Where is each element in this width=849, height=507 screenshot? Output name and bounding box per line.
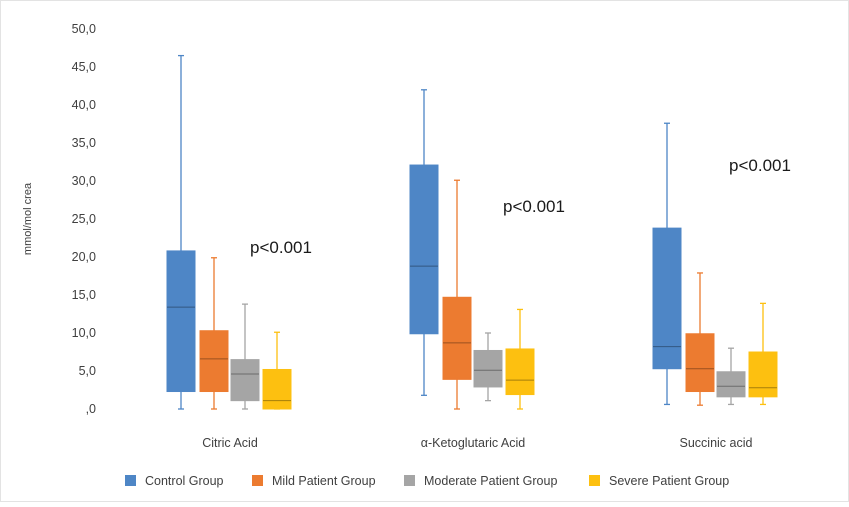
legend-swatch — [125, 475, 136, 486]
box-iqr — [166, 250, 196, 393]
box-iqr — [442, 296, 472, 380]
y-tick-label: ,0 — [86, 402, 96, 416]
box-iqr — [685, 333, 715, 393]
p-value-annotation: p<0.001 — [503, 197, 565, 216]
box-iqr — [199, 330, 229, 393]
box-plot-1-2 — [685, 272, 715, 406]
legend: Control Group Mild Patient Group Moderate … — [125, 474, 729, 488]
box-iqr — [652, 227, 682, 370]
y-tick-label: 25,0 — [72, 212, 96, 226]
legend-label: Severe Patient Group — [609, 474, 729, 488]
box-plot-1-0 — [199, 257, 229, 410]
box-plot-0-1 — [409, 89, 439, 396]
box-iqr — [716, 371, 746, 398]
box-iqr — [473, 349, 503, 388]
box-plot-2-2 — [716, 347, 746, 406]
legend-label: Mild Patient Group — [272, 474, 376, 488]
legend-swatch — [404, 475, 415, 486]
y-tick-label: 10,0 — [72, 326, 96, 340]
box-iqr — [230, 359, 260, 402]
box-plot-2-1 — [473, 332, 503, 402]
y-tick-label: 40,0 — [72, 98, 96, 112]
box-plot-3-1 — [505, 308, 535, 410]
y-tick-label: 20,0 — [72, 250, 96, 264]
annotation-layer: p<0.001 p<0.001 p<0.001 — [250, 156, 791, 257]
legend-label: Control Group — [145, 474, 224, 488]
box-plot-0-0 — [166, 54, 196, 410]
plot-layer — [166, 54, 778, 410]
y-axis-label: mmol/mol crea — [22, 182, 34, 255]
y-tick-label: 5,0 — [79, 364, 96, 378]
y-tick-label: 30,0 — [72, 174, 96, 188]
axis-layer: ,0 5,0 10,0 15,0 20,0 25,0 30,0 35,0 40,0 45,0 50,… — [22, 22, 753, 450]
box-iqr — [262, 368, 292, 410]
box-iqr — [505, 348, 535, 396]
x-category-label: α-Ketoglutaric Acid — [421, 436, 526, 450]
y-tick-label: 35,0 — [72, 136, 96, 150]
p-value-annotation: p<0.001 — [729, 156, 791, 175]
legend-label: Moderate Patient Group — [424, 474, 557, 488]
y-tick-label: 50,0 — [72, 22, 96, 36]
legend-swatch — [252, 475, 263, 486]
box-plot-2-0 — [230, 303, 260, 410]
y-tick-label: 15,0 — [72, 288, 96, 302]
box-plot-1-1 — [442, 179, 472, 410]
x-category-label: Succinic acid — [680, 436, 753, 450]
x-category-label: Citric Acid — [202, 436, 258, 450]
box-plot-3-2 — [748, 302, 778, 406]
p-value-annotation: p<0.001 — [250, 238, 312, 257]
y-tick-label: 45,0 — [72, 60, 96, 74]
box-iqr — [409, 164, 439, 335]
box-plot-0-2 — [652, 122, 682, 406]
legend-swatch — [589, 475, 600, 486]
box-iqr — [748, 351, 778, 398]
box-plot-3-0 — [262, 331, 292, 410]
